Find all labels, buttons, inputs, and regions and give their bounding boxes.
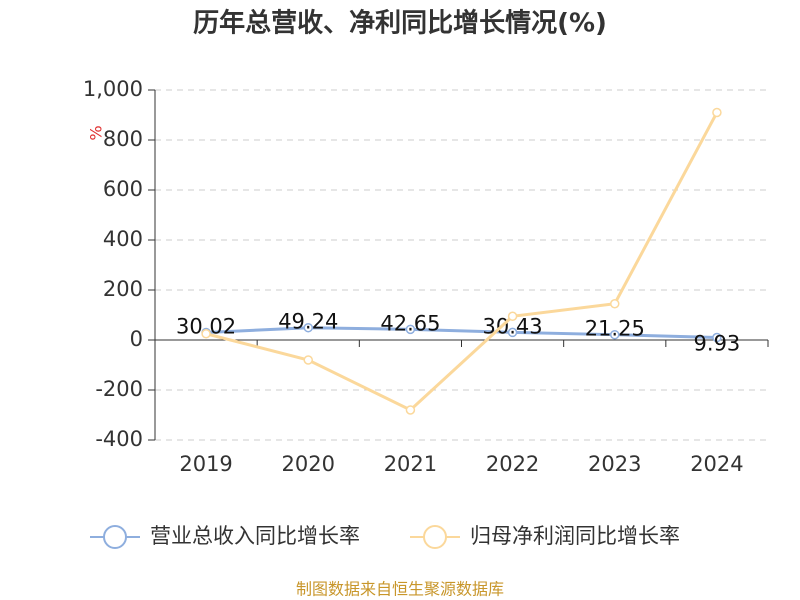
y-tick-label: -400 xyxy=(95,427,143,451)
y-tick-label: 800 xyxy=(103,127,143,151)
x-tick-label: 2019 xyxy=(179,452,232,476)
point xyxy=(405,405,416,415)
y-tick-label: 1,000 xyxy=(83,77,143,101)
point xyxy=(303,355,313,365)
point xyxy=(610,299,620,309)
point xyxy=(507,311,518,321)
legend-label: 营业总收入同比增长率 xyxy=(150,524,360,548)
y-tick-label: -200 xyxy=(95,377,143,401)
chart-title: 历年总营收、净利同比增长情况(%) xyxy=(193,8,607,39)
legend-marker xyxy=(103,525,127,549)
point xyxy=(201,329,211,339)
y-tick-label: 400 xyxy=(103,227,143,251)
data-label: 9.93 xyxy=(694,332,741,356)
y-unit: % xyxy=(87,125,106,140)
y-tick-label: 200 xyxy=(103,277,143,301)
series-line xyxy=(206,326,717,340)
legend-label: 归母净利润同比增长率 xyxy=(470,524,680,548)
x-tick-label: 2020 xyxy=(282,452,335,476)
point xyxy=(405,324,416,335)
point xyxy=(303,322,313,333)
source-note: 制图数据来自恒生聚源数据库 xyxy=(296,580,504,599)
series-line xyxy=(205,111,719,412)
point xyxy=(712,332,722,343)
point xyxy=(712,107,722,118)
x-tick-label: 2024 xyxy=(690,452,743,476)
x-tick-label: 2021 xyxy=(384,452,437,476)
x-tick-label: 2022 xyxy=(486,452,539,476)
legend-marker xyxy=(423,525,447,549)
data-label: 49.24 xyxy=(278,310,338,334)
data-label: 42.65 xyxy=(380,311,440,335)
x-tick-label: 2023 xyxy=(588,452,641,476)
y-tick-label: 600 xyxy=(103,177,143,201)
point xyxy=(610,329,620,340)
y-tick-label: 0 xyxy=(130,327,143,351)
data-label: 21.25 xyxy=(585,317,645,341)
point xyxy=(507,327,518,338)
